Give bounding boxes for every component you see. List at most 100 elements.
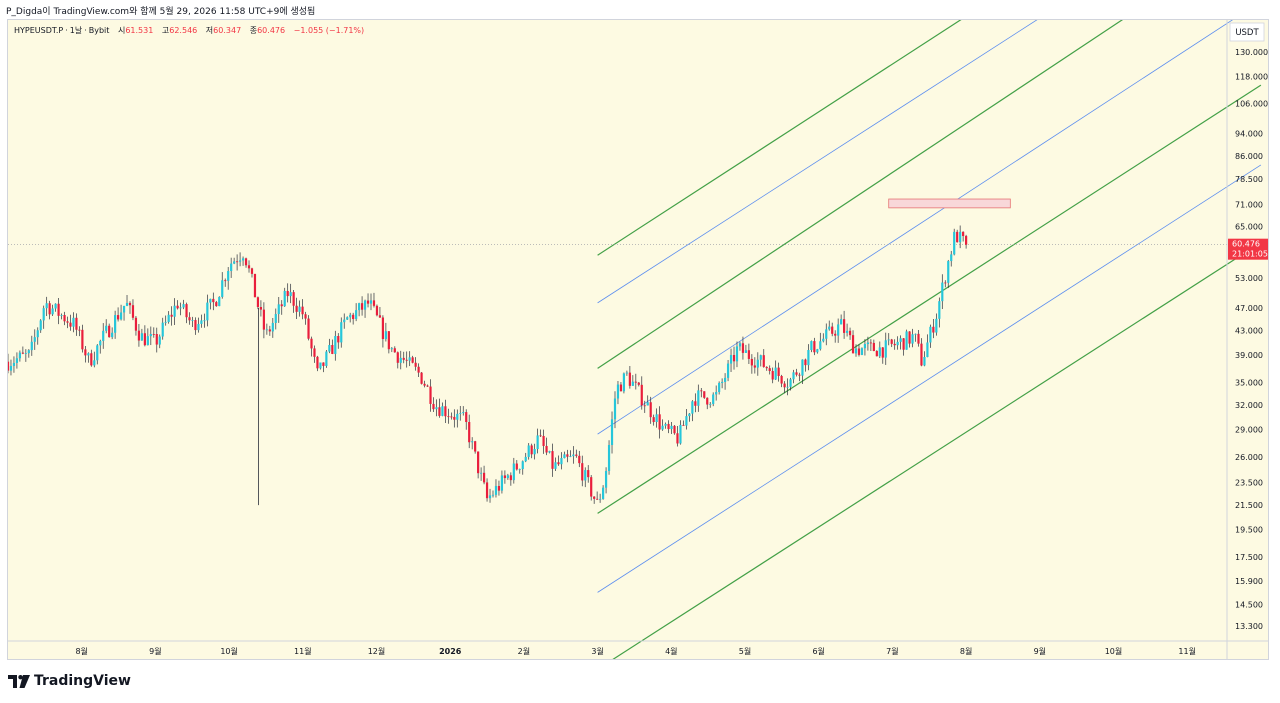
candle-body [622,373,626,392]
candle-body [914,333,917,335]
channel-blue-line [597,20,1233,435]
tradingview-logo[interactable]: TradingView [8,673,131,689]
candle-body [881,347,884,358]
channel-green-line [597,84,1262,514]
candle-body [848,330,852,336]
candle-body [274,314,277,323]
candle-body [860,348,864,355]
candle-body [399,357,402,363]
candle-body [268,329,271,332]
candle-body [601,487,605,500]
candle-body [789,379,792,387]
candle-body [637,382,640,385]
candle-body [667,423,670,430]
candle-body [587,470,590,478]
candle-body [625,372,628,374]
candle-body [548,451,551,453]
candle-body [878,347,881,357]
candle-body [545,445,548,453]
candle-body [387,331,390,350]
candle-body [459,413,462,414]
candle-body [726,363,730,378]
price-unit-box[interactable] [1229,22,1265,42]
chart-frame[interactable]: 130.000 118.000 106.000 94.000 86.000 78.500 7… [7,19,1269,660]
candle-body [358,303,361,311]
candle-body [646,402,649,406]
candle-body [911,334,914,344]
candle-body [557,462,560,465]
candle-body [554,462,557,469]
price-tick-label: 65.000 [1235,223,1263,232]
candle-body [8,361,10,371]
candle-body [462,412,465,414]
candle-body [503,475,507,479]
candle-body [271,322,274,332]
candle-body [283,290,286,307]
candle-body [932,326,935,333]
candle-body [581,463,584,481]
candle-body [155,334,158,345]
candle-body [355,310,358,320]
candle-body [152,333,155,335]
candle-body [706,397,709,405]
candle-body [405,359,408,361]
candle-body [854,348,858,354]
candle-body [316,356,319,369]
price-tick-label: 71.000 [1235,200,1263,209]
candle-body [360,303,364,310]
candle-body [36,330,39,338]
candle-body [349,314,352,318]
legend-open-value: 61.531 [125,26,154,35]
candle-body [920,343,923,366]
candle-body [607,444,611,471]
candle-body [604,470,608,488]
candle-body [337,336,340,343]
candle-body [119,312,123,320]
candle-body [679,424,682,444]
candle-body [777,367,780,376]
candle-body [265,329,268,331]
candle-body [140,333,143,341]
candle-body [84,349,87,356]
candle-body [566,454,569,457]
candle-body [729,354,733,364]
candle-body [277,304,280,315]
price-tick-label: 26.000 [1235,453,1263,462]
candle-body [96,345,99,361]
candle-body [307,318,310,339]
candle-body [465,412,468,423]
legend-change-value: −1.055 (−1.71%) [293,26,365,35]
candle-body [640,384,643,406]
candle-body [435,407,438,410]
price-tick-label: 47.000 [1235,304,1263,313]
price-tick-label: 29.000 [1235,426,1263,435]
candle-body [432,403,435,410]
candle-body [441,406,444,416]
candle-body [703,391,706,398]
candle-body [506,475,509,479]
price-chart[interactable]: 130.000 118.000 106.000 94.000 86.000 78.500 7… [8,20,1269,660]
candle-body [652,417,655,423]
candle-body [610,419,614,445]
parallel-channel [597,20,1262,659]
candle-body [953,231,956,255]
candle-body [114,315,117,333]
candle-body [402,357,405,360]
symbol-legend[interactable]: HYPEUSDT.P · 1날 · Bybit 시61.531 고62.546 저60.… [14,26,365,35]
legend-interval: 1날 [69,26,83,35]
candle-body [200,320,203,324]
time-tick-label: 3월 [591,646,603,656]
resistance-box-layer [888,198,1011,209]
candle-body [322,362,325,366]
candle-body [497,485,501,491]
candle-body [655,414,658,423]
channel-green-line [597,20,962,256]
candle-body [593,496,596,499]
candle-body [801,359,804,376]
candle-body [33,337,36,342]
candle-body [744,350,748,353]
candle-body [804,359,807,366]
candle-body [230,263,233,272]
price-axis: 130.000 118.000 106.000 94.000 86.000 78.500 7… [1235,48,1268,631]
candle-body [212,298,215,303]
